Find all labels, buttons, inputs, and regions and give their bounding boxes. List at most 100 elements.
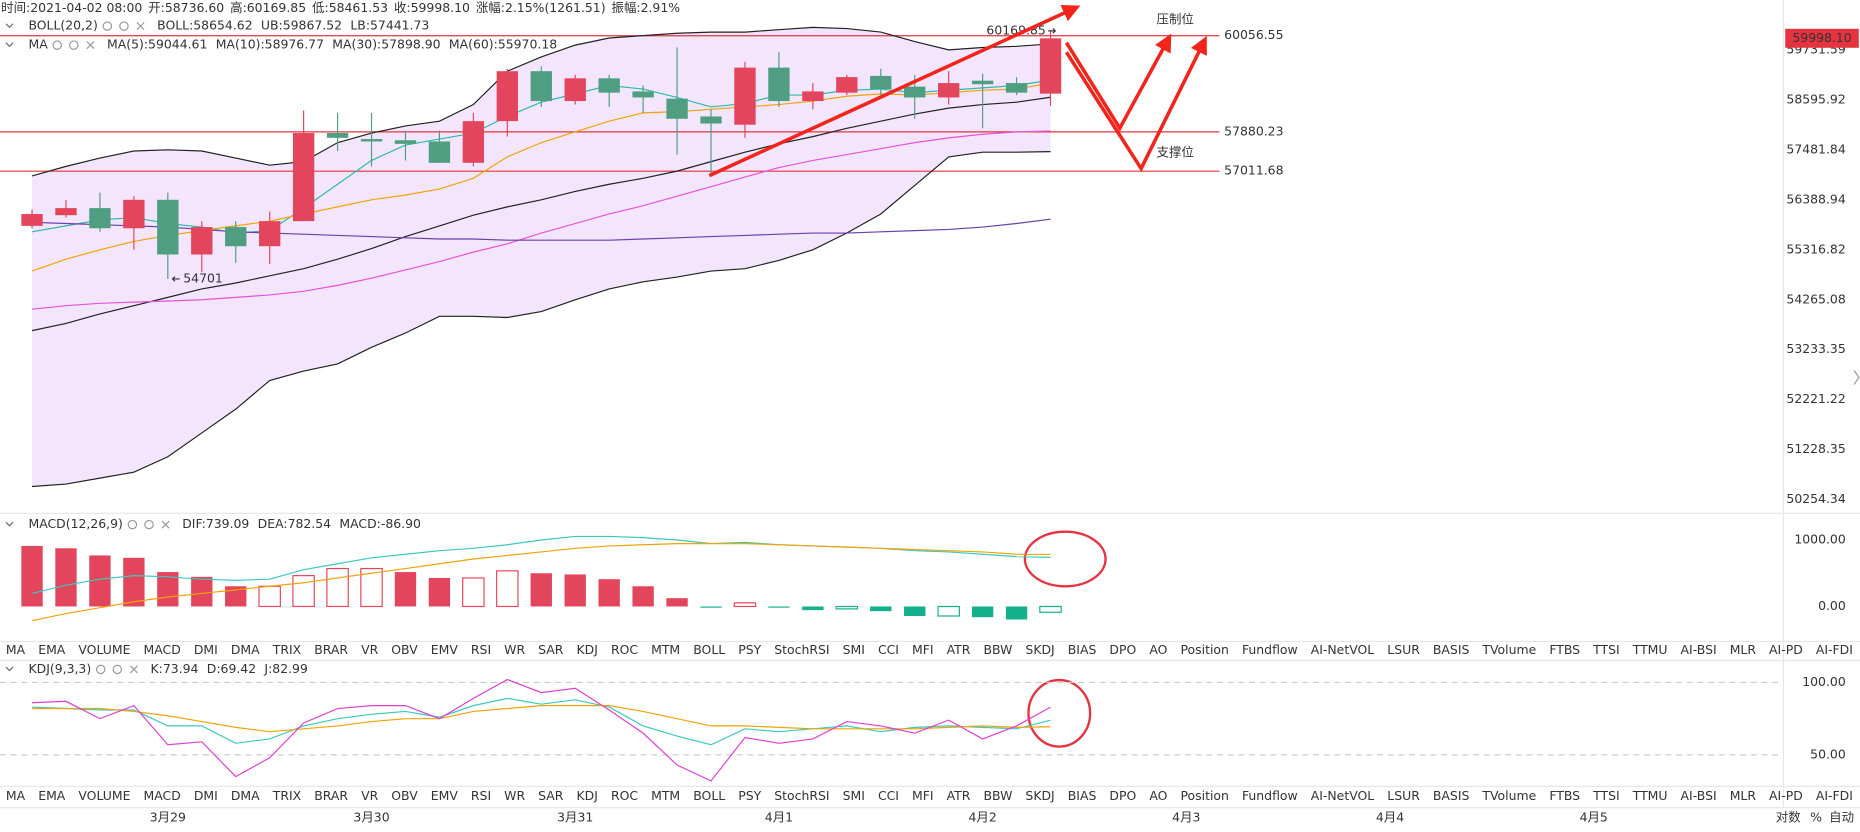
settings-icon[interactable]	[102, 21, 113, 31]
indicator-tab[interactable]: StochRSI	[774, 788, 829, 803]
indicator-tab[interactable]: SMI	[843, 788, 865, 803]
indicator-tab[interactable]: MA	[6, 642, 26, 657]
indicator-tab[interactable]: OBV	[391, 788, 418, 803]
indicator-tab[interactable]: PSY	[738, 788, 761, 803]
indicator-tab[interactable]: VOLUME	[78, 642, 130, 657]
indicator-tab[interactable]: WR	[504, 642, 525, 657]
legend-caret[interactable]	[5, 42, 14, 48]
indicator-tab[interactable]: StochRSI	[774, 642, 829, 657]
close-icon[interactable]	[129, 665, 138, 674]
indicator-tab[interactable]: DMI	[194, 788, 218, 803]
settings-icon[interactable]	[112, 664, 123, 675]
close-icon[interactable]	[136, 22, 145, 31]
auto-toggle[interactable]: 自动	[1829, 809, 1854, 824]
indicator-tab[interactable]: LSUR	[1387, 788, 1420, 803]
indicator-tab[interactable]: DMI	[194, 642, 218, 657]
indicator-tab[interactable]: BRAR	[314, 788, 348, 803]
indicator-tab[interactable]: AI-NetVOL	[1311, 642, 1375, 657]
log-toggle[interactable]: 对数	[1776, 809, 1801, 824]
indicator-tab[interactable]: VR	[361, 642, 379, 657]
indicator-tab[interactable]: MTM	[651, 642, 680, 657]
indicator-tab[interactable]: AI-NetVOL	[1311, 788, 1375, 803]
indicator-tab[interactable]: ATR	[947, 788, 971, 803]
indicator-tab[interactable]: RSI	[471, 642, 491, 657]
indicator-tab[interactable]: BBW	[983, 642, 1012, 657]
indicator-tab[interactable]: BASIS	[1433, 788, 1470, 803]
indicator-tab[interactable]: BOLL	[693, 642, 725, 657]
settings-icon[interactable]	[127, 519, 138, 530]
indicator-tab[interactable]: SKDJ	[1025, 788, 1054, 803]
indicator-tab[interactable]: AI-FDI	[1816, 642, 1853, 657]
indicator-tab[interactable]: Position	[1180, 642, 1228, 657]
indicator-tab[interactable]: DMA	[231, 788, 260, 803]
indicator-tab[interactable]: EMA	[38, 788, 66, 803]
indicator-tab[interactable]: FTBS	[1549, 642, 1580, 657]
indicator-tab[interactable]: BIAS	[1068, 788, 1097, 803]
indicator-tab[interactable]: EMA	[38, 642, 66, 657]
indicator-tab[interactable]: VOLUME	[78, 788, 130, 803]
indicator-tab[interactable]: AI-PD	[1769, 642, 1803, 657]
indicator-tab[interactable]: CCI	[878, 788, 899, 803]
indicator-tab[interactable]: DPO	[1109, 788, 1136, 803]
indicator-tab[interactable]: MA	[6, 788, 26, 803]
indicator-tab[interactable]: MACD	[144, 788, 181, 803]
indicator-tab[interactable]: MTM	[651, 788, 680, 803]
indicator-tab[interactable]: ROC	[611, 788, 638, 803]
indicator-tab[interactable]: EMV	[431, 788, 459, 803]
indicator-tab[interactable]: AI-BSI	[1681, 788, 1717, 803]
indicator-tab[interactable]: FTBS	[1549, 788, 1580, 803]
indicator-tab[interactable]: SAR	[538, 788, 564, 803]
indicator-tab[interactable]: AI-BSI	[1681, 642, 1717, 657]
indicator-tab[interactable]: BOLL	[693, 788, 725, 803]
indicator-tab[interactable]: EMV	[431, 642, 459, 657]
indicator-tab[interactable]: AO	[1149, 642, 1167, 657]
indicator-tab[interactable]: TTMU	[1632, 642, 1668, 657]
collapse-handle[interactable]	[1853, 369, 1860, 385]
indicator-tab[interactable]: WR	[504, 788, 525, 803]
settings-icon[interactable]	[144, 519, 154, 530]
indicator-tab[interactable]: RSI	[471, 788, 491, 803]
indicator-tab[interactable]: SMI	[843, 642, 865, 657]
indicator-tab[interactable]: TRIX	[272, 788, 302, 803]
indicator-tab[interactable]: VR	[361, 788, 379, 803]
indicator-tab[interactable]: BASIS	[1433, 642, 1470, 657]
indicator-tab[interactable]: MFI	[912, 788, 934, 803]
legend-caret[interactable]	[5, 521, 14, 527]
indicator-tab[interactable]: AI-PD	[1769, 788, 1803, 803]
indicator-tab[interactable]: TTSI	[1592, 788, 1620, 803]
indicator-tab[interactable]: CCI	[878, 642, 899, 657]
indicator-tab[interactable]: MACD	[144, 642, 181, 657]
indicator-tab[interactable]: DMA	[231, 642, 260, 657]
indicator-tab[interactable]: KDJ	[577, 788, 598, 803]
indicator-tab[interactable]: PSY	[738, 642, 761, 657]
settings-icon[interactable]	[119, 21, 129, 31]
indicator-tab[interactable]: BRAR	[314, 642, 348, 657]
indicator-tab[interactable]: TVolume	[1481, 788, 1536, 803]
legend-caret[interactable]	[5, 666, 14, 672]
indicator-tab[interactable]: MLR	[1730, 642, 1757, 657]
legend-caret[interactable]	[5, 23, 14, 29]
indicator-tab[interactable]: SKDJ	[1025, 642, 1054, 657]
indicator-tab[interactable]: Position	[1180, 788, 1228, 803]
indicator-tab[interactable]: KDJ	[577, 642, 598, 657]
indicator-tab[interactable]: MLR	[1730, 788, 1757, 803]
indicator-tab[interactable]: AI-FDI	[1816, 788, 1853, 803]
indicator-tab[interactable]: ROC	[611, 642, 638, 657]
indicator-tab[interactable]: SAR	[538, 642, 564, 657]
indicator-tab[interactable]: TVolume	[1481, 642, 1536, 657]
indicator-tab[interactable]: LSUR	[1387, 642, 1420, 657]
indicator-tab[interactable]: MFI	[912, 642, 934, 657]
indicator-tab[interactable]: BIAS	[1068, 642, 1097, 657]
percent-toggle[interactable]: %	[1810, 809, 1822, 824]
indicator-tab[interactable]: TRIX	[272, 642, 302, 657]
indicator-tab[interactable]: OBV	[391, 642, 418, 657]
settings-icon[interactable]	[52, 40, 62, 50]
settings-icon[interactable]	[69, 40, 79, 50]
indicator-tab[interactable]: AO	[1149, 788, 1167, 803]
close-icon[interactable]	[161, 520, 170, 529]
indicator-tab[interactable]: DPO	[1109, 642, 1136, 657]
indicator-tab[interactable]: Fundflow	[1242, 788, 1298, 803]
indicator-tab[interactable]: TTSI	[1592, 642, 1620, 657]
indicator-tab[interactable]: ATR	[947, 642, 971, 657]
settings-icon[interactable]	[95, 664, 106, 675]
